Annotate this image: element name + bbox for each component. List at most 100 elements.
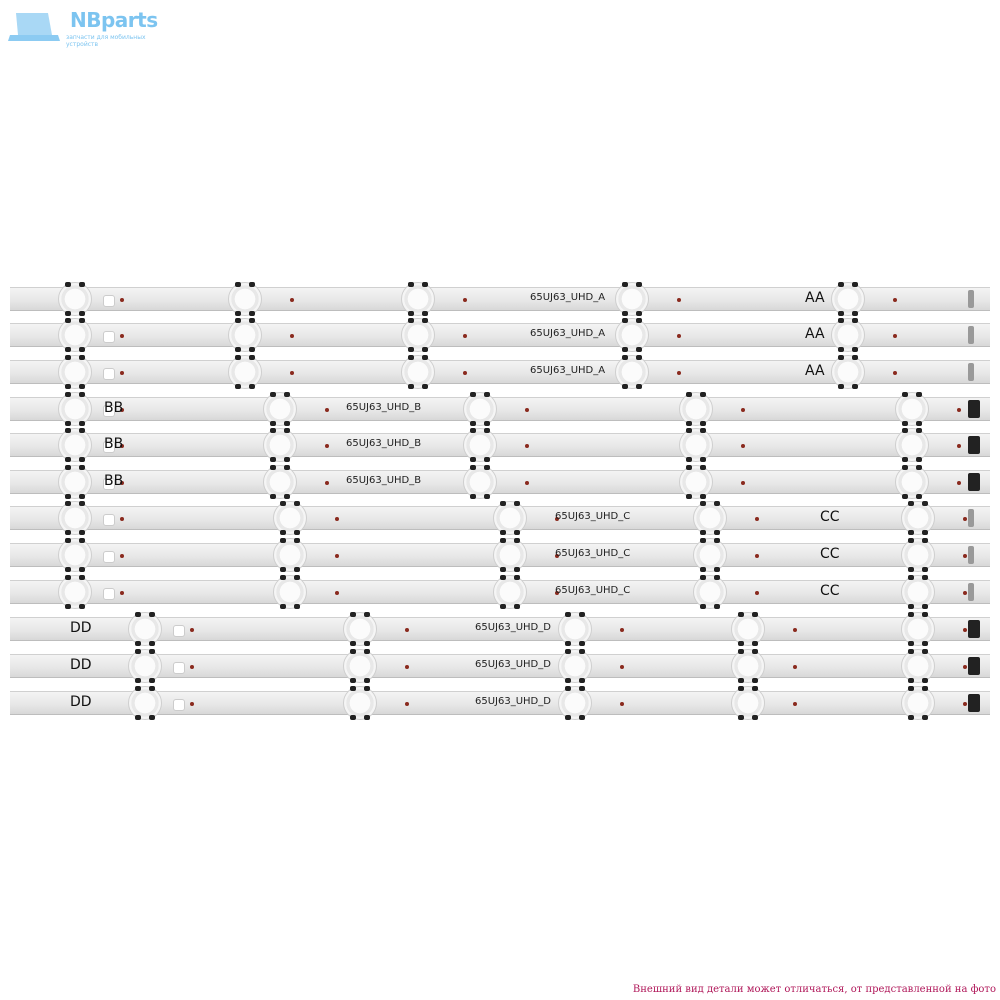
led-lens	[128, 686, 162, 720]
led-strip-b: 65UJ63_UHD_B BB	[10, 465, 990, 499]
led-dot	[405, 702, 409, 706]
led-lens	[401, 318, 435, 352]
led-lens	[615, 282, 649, 316]
led-dot	[525, 481, 529, 485]
led-lens	[901, 501, 935, 535]
led-lens	[693, 538, 727, 572]
mount-hole	[173, 662, 185, 674]
led-dot	[325, 408, 329, 412]
group-code: AA	[805, 363, 825, 379]
connector	[968, 583, 974, 601]
mount-hole	[103, 478, 115, 490]
led-strip-d: 65UJ63_UHD_D DD	[10, 649, 990, 683]
led-dot	[963, 702, 967, 706]
led-lens	[901, 612, 935, 646]
led-lens	[58, 318, 92, 352]
connector	[968, 546, 974, 564]
led-lens	[343, 612, 377, 646]
group-code: CC	[820, 583, 840, 599]
led-strip-c: 65UJ63_UHD_C CC	[10, 538, 990, 572]
led-dot	[405, 628, 409, 632]
logo-brand: NBparts	[70, 8, 158, 32]
led-lens	[58, 392, 92, 426]
led-dot	[335, 517, 339, 521]
led-dot	[120, 334, 124, 338]
led-lens	[343, 649, 377, 683]
connector	[968, 657, 980, 675]
led-lens	[493, 501, 527, 535]
led-dot	[677, 371, 681, 375]
led-lens	[895, 465, 929, 499]
group-code: DD	[70, 657, 92, 673]
led-dot	[741, 481, 745, 485]
led-dot	[677, 334, 681, 338]
led-lens	[679, 428, 713, 462]
led-dot	[555, 554, 559, 558]
led-dot	[120, 371, 124, 375]
led-lens	[731, 649, 765, 683]
laptop-icon	[8, 13, 60, 41]
led-dot	[463, 371, 467, 375]
led-strip-a: 65UJ63_UHD_A AA	[10, 318, 990, 352]
led-dot	[755, 517, 759, 521]
led-lens	[58, 538, 92, 572]
led-lens	[901, 686, 935, 720]
led-strip-a: 65UJ63_UHD_A AA	[10, 355, 990, 389]
model-label: 65UJ63_UHD_C	[555, 511, 631, 522]
led-dot	[893, 298, 897, 302]
led-strip-a: 65UJ63_UHD_A AA	[10, 282, 990, 316]
led-lens	[228, 282, 262, 316]
led-strip-d: 65UJ63_UHD_D DD	[10, 686, 990, 720]
led-dot	[793, 665, 797, 669]
led-dot	[190, 665, 194, 669]
model-label: 65UJ63_UHD_D	[475, 659, 551, 670]
led-lens	[58, 465, 92, 499]
model-label: 65UJ63_UHD_D	[475, 622, 551, 633]
model-label: 65UJ63_UHD_C	[555, 548, 631, 559]
group-code: AA	[805, 326, 825, 342]
led-lens	[831, 355, 865, 389]
led-lens	[731, 612, 765, 646]
led-lens	[463, 392, 497, 426]
mount-hole	[103, 551, 115, 563]
led-lens	[58, 575, 92, 609]
led-dot	[120, 481, 124, 485]
led-lens	[228, 318, 262, 352]
led-lens	[273, 538, 307, 572]
led-dot	[290, 298, 294, 302]
led-lens	[831, 318, 865, 352]
led-lens	[493, 575, 527, 609]
led-dot	[463, 334, 467, 338]
led-dot	[741, 408, 745, 412]
led-dot	[555, 591, 559, 595]
led-lens	[679, 465, 713, 499]
led-dot	[190, 702, 194, 706]
nbparts-logo: NBparts запчасти для мобильных устройств	[6, 6, 158, 50]
led-dot	[963, 591, 967, 595]
led-dot	[620, 702, 624, 706]
led-dot	[963, 554, 967, 558]
led-dot	[120, 444, 124, 448]
connector	[968, 509, 974, 527]
led-lens	[615, 355, 649, 389]
led-dot	[405, 665, 409, 669]
led-lens	[128, 649, 162, 683]
mount-hole	[103, 405, 115, 417]
mount-hole	[103, 441, 115, 453]
connector	[968, 473, 980, 491]
led-dot	[325, 444, 329, 448]
led-lens	[463, 428, 497, 462]
led-lens	[693, 575, 727, 609]
led-lens	[273, 501, 307, 535]
mount-hole	[173, 699, 185, 711]
group-code: BB	[104, 436, 124, 452]
led-lens	[401, 282, 435, 316]
disclaimer: Внешний вид детали может отличаться, от …	[632, 984, 996, 995]
led-lens	[558, 612, 592, 646]
led-dot	[741, 444, 745, 448]
connector	[968, 326, 974, 344]
led-dot	[120, 517, 124, 521]
group-code: DD	[70, 620, 92, 636]
led-lens	[128, 612, 162, 646]
led-lens	[58, 355, 92, 389]
